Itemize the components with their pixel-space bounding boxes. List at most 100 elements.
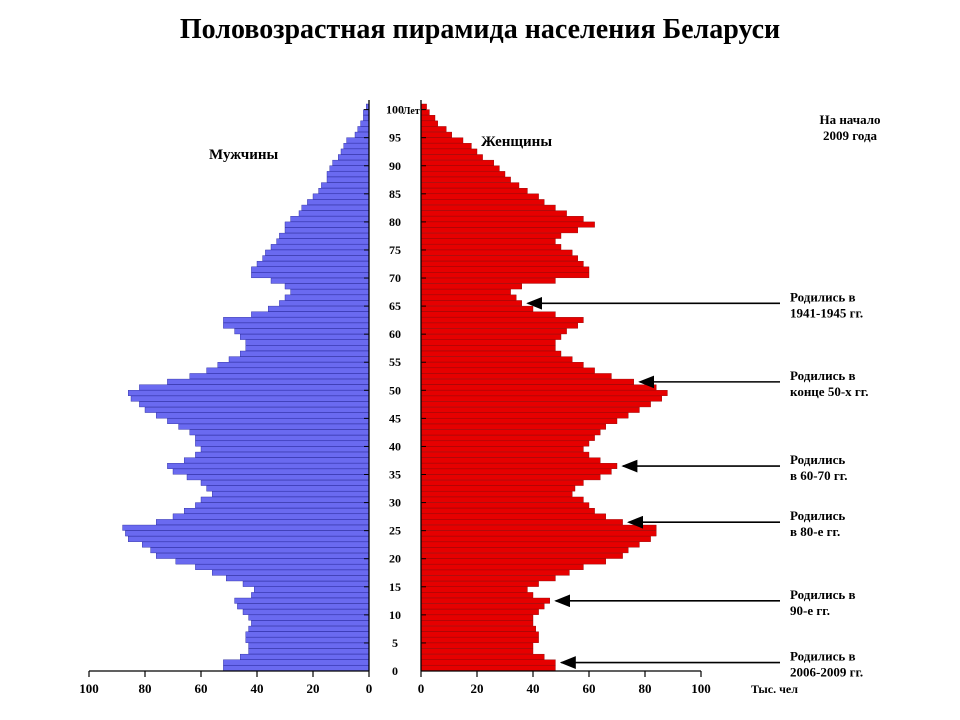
female-bar <box>421 407 639 412</box>
female-bar <box>421 626 536 631</box>
female-bar <box>421 637 539 642</box>
female-bar <box>421 446 583 451</box>
male-bar <box>223 660 369 665</box>
y-tick-label: 20 <box>389 552 401 566</box>
male-bar <box>145 407 369 412</box>
female-bar <box>421 306 533 311</box>
female-bar <box>421 480 583 485</box>
male-bar <box>251 592 369 597</box>
male-bar <box>151 547 369 552</box>
annotation-text: Родились в <box>790 368 856 383</box>
male-bar <box>173 469 369 474</box>
male-bar <box>265 250 369 255</box>
male-bar <box>167 379 369 384</box>
male-bar <box>156 519 369 524</box>
y-tick-label: 85 <box>389 187 401 201</box>
female-bar <box>421 576 555 581</box>
male-bar <box>190 430 369 435</box>
male-bar <box>358 126 369 131</box>
male-label: Мужчины <box>209 147 279 163</box>
x-tick-label: 60 <box>195 681 208 696</box>
male-bar <box>243 609 369 614</box>
male-bar <box>251 312 369 317</box>
annotation-text: Родились в <box>790 289 856 304</box>
male-bar <box>271 278 369 283</box>
female-bar <box>421 126 446 131</box>
male-bar <box>218 362 369 367</box>
male-bar <box>285 284 369 289</box>
top-note: На начало <box>819 112 880 127</box>
x-tick-label: 20 <box>307 681 320 696</box>
male-bar <box>179 424 369 429</box>
female-bar <box>421 592 533 597</box>
female-bar <box>421 300 522 305</box>
female-bar <box>421 334 561 339</box>
male-bar <box>361 121 369 126</box>
female-bar <box>421 132 452 137</box>
male-bar <box>268 306 369 311</box>
female-bar <box>421 379 634 384</box>
female-bar <box>421 435 595 440</box>
y-tick-label: 10 <box>389 608 401 622</box>
female-bar <box>421 570 569 575</box>
female-bar <box>421 536 651 541</box>
top-note: 2009 года <box>823 128 878 143</box>
x-tick-label: 80 <box>139 681 152 696</box>
female-bar <box>421 115 435 120</box>
female-bar <box>421 183 519 188</box>
male-bar <box>363 110 369 115</box>
male-bar <box>251 267 369 272</box>
male-bar <box>223 317 369 322</box>
male-bar <box>279 300 369 305</box>
x-axis-label: Тыс. чел <box>751 682 798 696</box>
female-bar <box>421 104 427 109</box>
female-bar <box>421 233 561 238</box>
female-bar <box>421 514 606 519</box>
male-bar <box>254 587 369 592</box>
population-pyramid-chart: 100806040200020406080100Тыс. чел05101520… <box>30 96 940 708</box>
female-bar <box>421 171 505 176</box>
y-tick-label: 70 <box>389 271 401 285</box>
female-bar <box>421 261 583 266</box>
y-tick-label: 95 <box>389 131 401 145</box>
male-bar <box>131 396 369 401</box>
annotation-text: 90-е гг. <box>790 603 830 618</box>
female-bar <box>421 256 578 261</box>
female-bar <box>421 430 600 435</box>
male-bar <box>195 452 369 457</box>
female-bar <box>421 396 662 401</box>
female-bar <box>421 632 539 637</box>
male-bar <box>291 216 369 221</box>
female-bar <box>421 525 656 530</box>
female-bar <box>421 272 589 277</box>
female-bar <box>421 373 611 378</box>
x-tick-label: 100 <box>79 681 99 696</box>
male-bar <box>167 463 369 468</box>
female-bar <box>421 177 511 182</box>
male-bar <box>279 233 369 238</box>
y-tick-label: 80 <box>389 215 401 229</box>
y-tick-label: 60 <box>389 327 401 341</box>
female-bar <box>421 216 583 221</box>
female-bar <box>421 222 595 227</box>
male-bar <box>195 435 369 440</box>
male-bar <box>207 486 369 491</box>
female-bar <box>421 402 651 407</box>
male-bar <box>321 183 369 188</box>
female-bar <box>421 553 623 558</box>
male-bar <box>190 373 369 378</box>
male-bar <box>240 654 369 659</box>
page-title: Половозрастная пирамида населения Белару… <box>0 14 960 46</box>
female-bar <box>421 654 544 659</box>
male-bar <box>327 177 369 182</box>
y-tick-label: 5 <box>392 636 398 650</box>
y-tick-label: 30 <box>389 496 401 510</box>
female-bar <box>421 149 477 154</box>
male-bar <box>302 205 369 210</box>
male-bar <box>355 132 369 137</box>
female-bar <box>421 289 511 294</box>
female-bar <box>421 228 578 233</box>
male-bar <box>128 390 369 395</box>
female-bar <box>421 239 555 244</box>
female-bar <box>421 143 471 148</box>
